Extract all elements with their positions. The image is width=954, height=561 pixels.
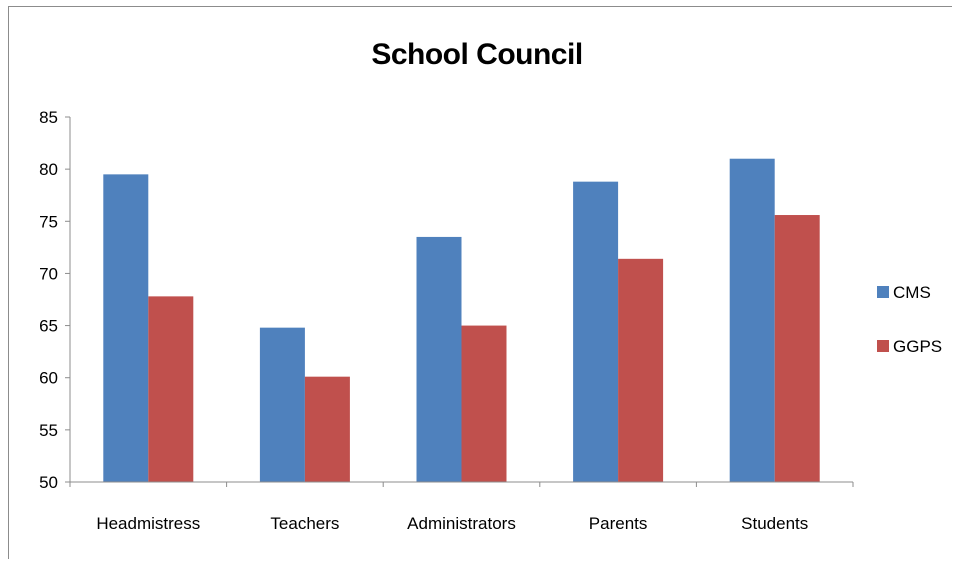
- x-axis: Headmistress Teachers Administrators Parent…: [69, 481, 854, 533]
- bars: [103, 158, 820, 482]
- y-tick-label: 85: [39, 108, 58, 127]
- y-axis: 50 55 60 65 70 75 80 85: [39, 108, 71, 492]
- bar-ggps-parents: [618, 258, 664, 482]
- legend: CMS GGPS: [877, 283, 942, 356]
- y-tick-label: 80: [39, 160, 58, 179]
- y-tick-label: 50: [39, 473, 58, 492]
- bar-ggps-students: [774, 215, 820, 482]
- x-category-label: Administrators: [407, 514, 516, 533]
- y-tick-label: 75: [39, 212, 58, 231]
- y-tick-label: 65: [39, 317, 58, 336]
- bar-ggps-teachers: [304, 376, 350, 482]
- x-category-label: Parents: [589, 514, 648, 533]
- bar-cms-parents: [573, 181, 619, 482]
- x-category-label: Students: [741, 514, 808, 533]
- legend-label-ggps: GGPS: [893, 337, 942, 356]
- x-category-label: Headmistress: [96, 514, 200, 533]
- chart-title: School Council: [371, 38, 583, 71]
- bar-cms-teachers: [259, 327, 305, 482]
- bar-ggps-headmistress: [148, 296, 194, 482]
- y-tick-label: 60: [39, 369, 58, 388]
- bar-cms-administrators: [416, 236, 462, 482]
- bar-cms-students: [729, 158, 775, 482]
- bar-cms-headmistress: [103, 174, 149, 482]
- legend-swatch-ggps: [877, 340, 889, 352]
- bar-ggps-administrators: [461, 325, 507, 482]
- x-category-label: Teachers: [270, 514, 339, 533]
- y-tick-label: 55: [39, 421, 58, 440]
- y-tick-label: 70: [39, 264, 58, 283]
- legend-label-cms: CMS: [893, 283, 931, 302]
- legend-swatch-cms: [877, 286, 889, 298]
